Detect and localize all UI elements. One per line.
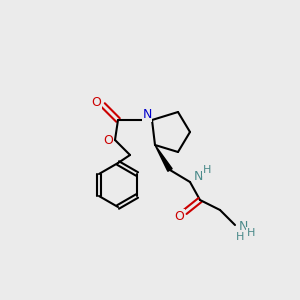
Text: H: H — [203, 165, 211, 175]
Text: H: H — [247, 228, 255, 238]
Text: O: O — [103, 134, 113, 146]
Text: N: N — [193, 169, 203, 182]
Polygon shape — [155, 145, 172, 171]
Text: N: N — [238, 220, 248, 233]
Text: O: O — [174, 209, 184, 223]
Text: O: O — [91, 97, 101, 110]
Text: N: N — [142, 109, 152, 122]
Text: H: H — [236, 232, 244, 242]
